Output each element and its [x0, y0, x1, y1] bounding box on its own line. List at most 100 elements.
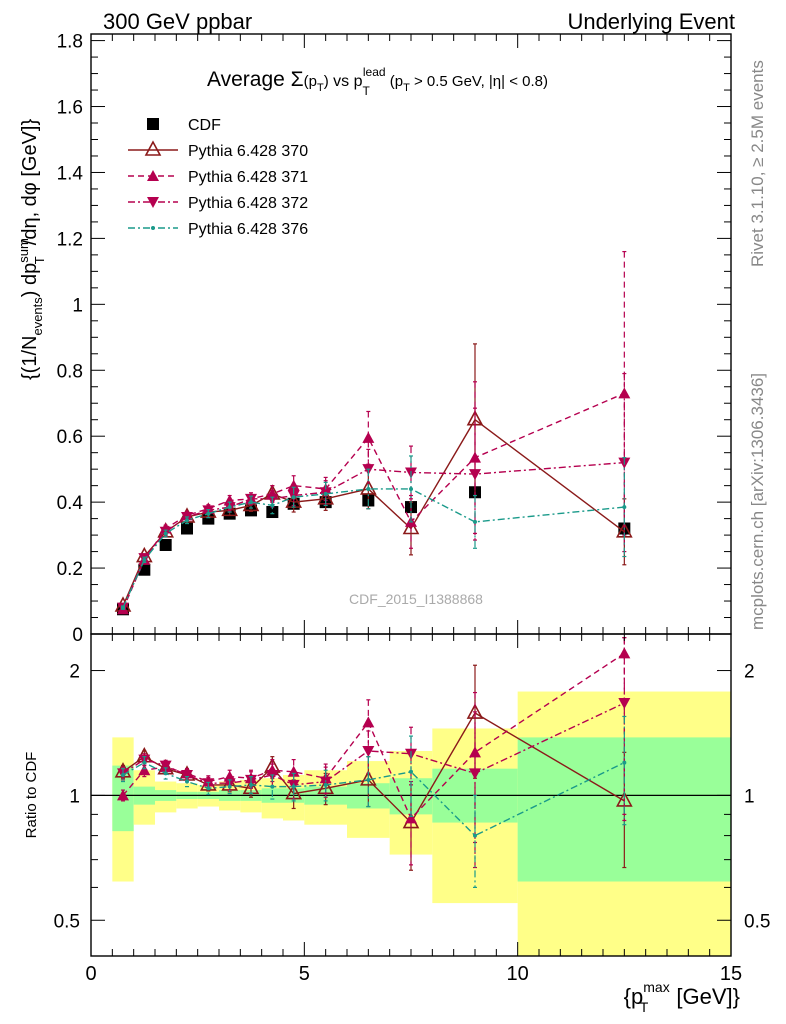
- mcplots-label: mcplots.cern.ch [arXiv:1306.3436]: [748, 373, 767, 630]
- ratio-point: [163, 771, 168, 776]
- legend-label: Pythia 6.428 372: [188, 195, 308, 212]
- x-tick-label: 5: [299, 963, 310, 985]
- ratio-point: [159, 760, 172, 772]
- ratio-point: [409, 769, 413, 774]
- data-point: [323, 491, 328, 496]
- data-point: [138, 563, 151, 576]
- ratio-point: [117, 789, 129, 801]
- legend-label: Pythia 6.428 376: [188, 221, 308, 238]
- ratio-point: [291, 784, 296, 789]
- data-point: [359, 479, 377, 495]
- ratio-point: [405, 812, 417, 824]
- ratio-point: [121, 772, 125, 777]
- x-axis-label: {pmax T [GeV]}: [624, 979, 740, 1015]
- legend-label: CDF: [188, 117, 221, 134]
- legend-marker: [147, 118, 159, 130]
- ratio-panel: 0.5 0.5 1 1 2 2 Ratio to CDF: [23, 633, 771, 957]
- ratio-point: [270, 784, 275, 789]
- legend: CDF Pythia 6.428 370 Pythia 6.428 371 Pythi…: [128, 117, 308, 238]
- y-tick-label: 0: [72, 625, 83, 646]
- ratio-y-label: Ratio to CDF: [23, 752, 40, 839]
- header-left: 300 GeV ppbar: [103, 9, 252, 34]
- data-point: [159, 538, 172, 551]
- y-tick-label: 1.2: [57, 229, 83, 250]
- x-tick-label: 0: [85, 963, 96, 985]
- data-point: [473, 519, 477, 524]
- ratio-point: [359, 770, 377, 786]
- ratio-point: [473, 833, 477, 838]
- x-tick-label: 15: [720, 963, 742, 985]
- legend-marker: [144, 140, 162, 156]
- legend-marker: [147, 197, 159, 208]
- ratio-point: [181, 769, 193, 781]
- ratio-y-axis: 0.5 0.5 1 1 2 2: [54, 662, 771, 933]
- main-y-axis: 0 0.2 0.4 0.6 0.8 1 1.2 1.4 1.6 1.8: [57, 32, 731, 646]
- data-point: [266, 506, 279, 519]
- plot-title: Average Σ(pT) vs pTlead (pT > 0.5 GeV, |…: [207, 65, 548, 98]
- data-point: [206, 511, 211, 516]
- data-point: [409, 486, 413, 491]
- y-tick-label: 1.6: [57, 98, 83, 119]
- data-point: [291, 495, 296, 500]
- data-point: [402, 518, 420, 535]
- main-plot-data: [114, 250, 633, 616]
- ratio-y-tick-label: 0.5: [744, 911, 770, 932]
- ratio-point: [142, 760, 147, 765]
- data-point: [362, 431, 375, 443]
- data-point: [142, 557, 147, 562]
- series-line: [122, 488, 625, 608]
- watermark: CDF_2015_I1388868: [349, 591, 483, 607]
- data-point: [227, 505, 232, 510]
- ratio-point: [206, 786, 211, 791]
- series-line: [122, 461, 625, 608]
- y-axis-label: {(1/Nevents) dpsumT/dη, dφ [GeV]}: [16, 119, 47, 380]
- data-point: [181, 522, 193, 535]
- data-point: [469, 469, 481, 481]
- ratio-point: [469, 746, 481, 758]
- ratio-y-tick-label: 1: [69, 786, 80, 807]
- y-tick-label: 0.2: [57, 559, 83, 580]
- rivet-label: Rivet 3.1.10, ≥ 2.5M events: [748, 60, 767, 267]
- ratio-point: [323, 782, 328, 787]
- y-tick-label: 0.6: [57, 427, 83, 448]
- y-tick-label: 0.8: [57, 361, 83, 382]
- ratio-point: [622, 760, 627, 765]
- ratio-point: [249, 782, 253, 787]
- legend-label: Pythia 6.428 370: [188, 143, 308, 160]
- ratio-point: [138, 764, 151, 776]
- ratio-point: [366, 777, 371, 782]
- data-point: [366, 486, 371, 491]
- ratio-point: [618, 698, 631, 710]
- x-axis: 0 5 10 15: [85, 34, 742, 985]
- ratio-point: [227, 784, 232, 789]
- main-panel: 0 0.2 0.4 0.6 0.8 1 1.2 1.4 1.6 1.8 CDF_2015_I138…: [16, 32, 732, 646]
- data-point: [202, 512, 215, 525]
- data-point: [622, 505, 627, 510]
- x-tick-label: 10: [507, 963, 529, 985]
- y-tick-label: 1: [72, 295, 83, 316]
- ratio-series-line: [122, 652, 625, 820]
- ratio-y-tick-label: 1: [744, 786, 755, 807]
- ratio-series-line: [122, 702, 625, 786]
- y-tick-label: 0.4: [57, 493, 84, 514]
- ratio-y-tick-label: 2: [744, 662, 755, 683]
- ratio-y-tick-label: 0.5: [54, 911, 80, 932]
- legend-marker: [147, 170, 159, 181]
- data-point: [163, 531, 168, 536]
- ratio-point: [362, 716, 375, 728]
- ratio-point: [185, 779, 189, 784]
- ratio-point: [469, 768, 481, 780]
- y-tick-label: 1.4: [57, 163, 84, 184]
- ratio-y-tick-label: 2: [69, 662, 80, 683]
- data-point: [270, 503, 275, 508]
- ratio-point: [362, 745, 375, 757]
- data-point: [185, 518, 189, 523]
- series-line: [122, 392, 625, 610]
- legend-marker: [151, 226, 155, 230]
- data-point: [121, 605, 125, 610]
- data-point: [249, 500, 253, 505]
- data-point: [242, 495, 260, 512]
- ratio-plot-data: [114, 637, 633, 889]
- y-tick-label: 1.8: [57, 32, 83, 53]
